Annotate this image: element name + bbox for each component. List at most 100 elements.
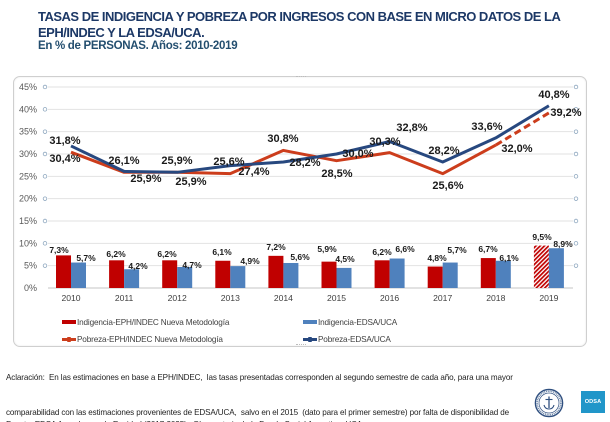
line-label-pobreza-edsa-uca-2018: 33,6% xyxy=(471,121,502,133)
right-axis-tick-marker xyxy=(573,174,579,179)
bar-label-indigencia-eph-indec-nueva-metodologia-2019: 9,5% xyxy=(532,232,552,242)
bar-label-indigencia-eph-indec-nueva-metodologia-2013: 6,1% xyxy=(212,247,232,257)
bar-label-indigencia-edsa-uca-2014: 5,6% xyxy=(290,252,310,262)
x-tick-label-2012: 2012 xyxy=(168,293,187,303)
y-tick-label: 0% xyxy=(24,283,37,293)
bar-label-indigencia-edsa-uca-2018: 6,1% xyxy=(499,253,519,263)
bar-label-indigencia-eph-indec-nueva-metodologia-2017: 4,8% xyxy=(427,253,447,263)
right-axis-tick-marker xyxy=(573,84,579,90)
bar-label-indigencia-edsa-uca-2010: 5,7% xyxy=(76,253,96,263)
line-label-pobreza-eph-indec-nueva-metodologia-2015: 28,5% xyxy=(321,168,352,180)
x-tick-label-2016: 2016 xyxy=(380,293,399,303)
left-axis-tick-marker xyxy=(42,218,48,224)
footnote-line: Aclaración: En las estimaciones en base … xyxy=(6,373,513,382)
line-label-pobreza-edsa-uca-2010: 31,8% xyxy=(49,135,80,147)
footnote-line: comparabilidad con las estimaciones prov… xyxy=(6,407,510,417)
line-label-pobreza-edsa-uca-2017: 28,2% xyxy=(428,145,459,157)
bar-indigencia-edsa-uca-2010 xyxy=(71,262,86,288)
bar-label-indigencia-eph-indec-nueva-metodologia-2014: 7,2% xyxy=(266,242,286,252)
y-tick-label: 25% xyxy=(19,171,37,181)
bar-series-indigencia-eph-indec-nueva-metodologia: 7,3% 6,2% 6,2% 6,1% 7,2% 5,9% 6,2% 4,8% 6,7% 9,5% xyxy=(49,232,552,288)
right-axis-tick-marker xyxy=(573,129,579,134)
x-axis-labels: 2010 2011 2012 2013 2014 2015 2016 2017 2018 2019 xyxy=(61,293,558,303)
x-tick-label-2013: 2013 xyxy=(221,293,240,303)
bar-indigencia-edsa-uca-2011 xyxy=(124,269,140,288)
line-label-pobreza-edsa-uca-2013: 27,4% xyxy=(238,166,269,178)
bar-indigencia-edsa-uca-2019 xyxy=(548,248,564,288)
legend-marker xyxy=(308,336,312,342)
bar-label-indigencia-edsa-uca-2012: 4,7% xyxy=(182,260,202,270)
x-tick-label-2017: 2017 xyxy=(433,293,452,303)
line-label-pobreza-eph-indec-nueva-metodologia-2010: 30,4% xyxy=(49,153,80,165)
x-tick-label-2015: 2015 xyxy=(327,293,346,303)
bar-label-indigencia-edsa-uca-2019: 8,9% xyxy=(553,239,573,249)
bar-indigencia-eph-indec-nueva-metodologia-2012 xyxy=(162,260,178,288)
left-axis-tick-marker xyxy=(42,196,48,201)
bar-indigencia-eph-indec-nueva-metodologia-2018 xyxy=(480,258,496,288)
chart-frame xyxy=(13,76,587,347)
line-series-pobreza-edsa-uca xyxy=(70,104,550,174)
chart-subtitle: En % de PERSONAS. Años: 2010-2019 xyxy=(38,40,238,52)
line-labels-pobreza-edsa-uca: 31,8%26,1% 25,9%27,4%28,2%30,0%32,8%28,2%… xyxy=(49,89,569,178)
line-labels-pobreza-eph-indec-nueva-metodologia: 30,4%25,9% 25,9%25,6%30,8%28,5%30,3%25,6%… xyxy=(49,107,581,192)
bar-label-indigencia-edsa-uca-2015: 4,5% xyxy=(335,254,355,264)
x-tick-label-2010: 2010 xyxy=(61,293,80,303)
odsa-logo-label: ODSA xyxy=(584,399,602,405)
right-axis-tick-marker xyxy=(573,107,579,112)
legend-marker xyxy=(67,336,71,342)
footnote-line: Fuente: EDSA Agenda para la Equidad (201… xyxy=(6,419,368,422)
legend-swatch-bar-red xyxy=(62,320,76,324)
y-tick-label: 5% xyxy=(24,261,37,271)
projected-segment-pobreza-eph-indec-nueva-metodologia-2019 xyxy=(495,111,550,147)
bar-label-indigencia-edsa-uca-2017: 5,7% xyxy=(447,245,467,255)
line-label-pobreza-eph-indec-nueva-metodologia-2013: 25,6% xyxy=(213,156,244,168)
legend-swatch-line-navy xyxy=(303,336,317,342)
line-label-pobreza-eph-indec-nueva-metodologia-2012: 25,9% xyxy=(175,176,206,188)
bar-indigencia-eph-indec-nueva-metodologia-2014 xyxy=(268,255,284,288)
bar-indigencia-edsa-uca-2018 xyxy=(495,260,511,288)
x-tick-label-2018: 2018 xyxy=(486,293,505,303)
line-label-pobreza-eph-indec-nueva-metodologia-2016: 30,3% xyxy=(369,136,400,148)
right-axis-tick-marker xyxy=(573,263,579,268)
frame-resize-handle-bottom xyxy=(296,344,306,347)
y-tick-label: 10% xyxy=(19,238,37,248)
odsa-logo: ODSA xyxy=(581,391,605,413)
bar-indigencia-edsa-uca-2016 xyxy=(389,258,405,288)
line-label-pobreza-edsa-uca-2016: 32,8% xyxy=(396,122,427,134)
legend-swatch-line-red xyxy=(62,336,76,342)
right-axis-tick-marker xyxy=(573,196,579,201)
footnote-aclaracion: Aclaración: En las estimaciones en base … xyxy=(6,349,513,422)
left-axis-tick-marker xyxy=(42,129,48,134)
y-tick-label: 45% xyxy=(19,82,37,92)
right-axis-tick-marker xyxy=(573,241,579,246)
bar-label-indigencia-edsa-uca-2011: 4,2% xyxy=(128,261,148,271)
bar-label-indigencia-eph-indec-nueva-metodologia-2015: 5,9% xyxy=(317,244,337,254)
bar-indigencia-eph-indec-nueva-metodologia-2013 xyxy=(215,260,231,288)
left-axis-tick-marker xyxy=(42,263,48,268)
legend-item-pobreza-edsa: Pobreza-EDSA/UCA xyxy=(303,333,391,345)
left-axis-tick-marker xyxy=(42,84,48,90)
combo-chart: 0% 5% 10% 15% 20% 25% 30% 35% 40% 45% 2010 2011 2012… xyxy=(19,82,582,303)
bar-indigencia-edsa-uca-2014 xyxy=(283,262,299,288)
bar-label-indigencia-eph-indec-nueva-metodologia-2010: 7,3% xyxy=(49,245,69,255)
y-tick-label: 15% xyxy=(19,216,37,226)
y-tick-label: 20% xyxy=(19,194,37,204)
left-axis-tick-marker xyxy=(42,241,48,246)
left-axis-tick-marker xyxy=(42,174,48,179)
bar-indigencia-eph-indec-nueva-metodologia-2017 xyxy=(427,266,443,288)
bar-series-indigencia-edsa-uca: 5,7% 4,2% 4,7% 4,9% 5,6% 4,5% 6,6% 5,7% 6,1% 8,9% xyxy=(71,239,573,288)
bar-label-indigencia-eph-indec-nueva-metodologia-2011: 6,2% xyxy=(106,249,126,259)
bar-label-indigencia-edsa-uca-2013: 4,9% xyxy=(240,256,260,266)
bar-indigencia-eph-indec-nueva-metodologia-2016 xyxy=(374,260,390,288)
legend-item-pobreza-eph: Pobreza-EPH/INDEC Nueva Metodología xyxy=(62,333,223,345)
bar-indigencia-edsa-uca-2013 xyxy=(230,266,246,288)
legend-label: Indigencia-EPH/INDEC Nueva Metodología xyxy=(77,317,230,327)
y-tick-label: 30% xyxy=(19,149,37,159)
x-tick-label-2019: 2019 xyxy=(539,293,558,303)
bar-label-indigencia-eph-indec-nueva-metodologia-2018: 6,7% xyxy=(478,244,498,254)
bar-indigencia-edsa-uca-2012 xyxy=(177,267,193,288)
right-axis-tick-marker xyxy=(573,151,579,157)
university-seal-icon xyxy=(534,388,564,418)
right-axis-tick-marker xyxy=(573,218,579,224)
bar-indigencia-eph-indec-nueva-metodologia-2015 xyxy=(321,261,337,288)
